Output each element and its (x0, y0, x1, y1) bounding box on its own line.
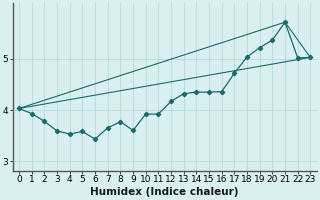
X-axis label: Humidex (Indice chaleur): Humidex (Indice chaleur) (91, 187, 239, 197)
